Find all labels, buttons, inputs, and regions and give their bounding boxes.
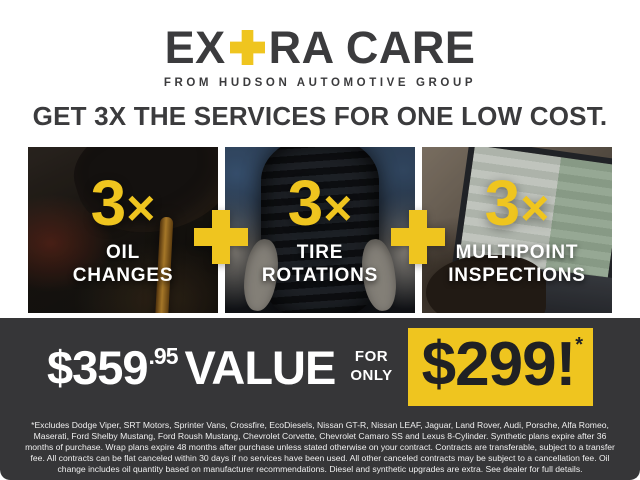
sale-price-badge: $299! * xyxy=(407,328,594,406)
tire-shape xyxy=(261,147,379,313)
plus-separator-icon xyxy=(194,210,248,264)
service-label: TIRE ROTATIONS xyxy=(261,242,379,286)
tire-rotations-panel: 3× TIRE ROTATIONS xyxy=(225,147,415,313)
oil-changes-panel: 3× OIL CHANGES xyxy=(28,147,218,313)
logo-text-suffix: RA CARE xyxy=(268,22,476,73)
plus-separator-icon xyxy=(391,210,445,264)
panel-content: 3× OIL CHANGES xyxy=(28,147,218,313)
footnote-asterisk: * xyxy=(575,334,584,356)
multiplier-text: 3× xyxy=(287,166,353,239)
plus-icon xyxy=(229,30,265,65)
disclaimer-text: *Excludes Dodge Viper, SRT Motors, Sprin… xyxy=(25,420,615,474)
service-panels: 3× OIL CHANGES 3× TIRE ROTATIONS xyxy=(28,147,612,313)
extra-care-logo: EX RA CARE xyxy=(0,25,640,70)
multiplier-text: 3× xyxy=(484,166,550,239)
panel-content: 3× TIRE ROTATIONS xyxy=(225,147,415,313)
offer-footer: $359.95 VALUE FOR ONLY $299! * *Excludes D… xyxy=(0,318,640,480)
service-label: MULTIPOINT INSPECTIONS xyxy=(448,242,586,286)
multipoint-inspections-panel: 3× MULTIPOINT INSPECTIONS xyxy=(422,147,612,313)
headline: GET 3X THE SERVICES FOR ONE LOW COST. xyxy=(32,101,608,131)
value-price-cents: .95 xyxy=(148,342,179,369)
hand-shape xyxy=(426,255,546,313)
panel-content: 3× MULTIPOINT INSPECTIONS xyxy=(422,147,612,313)
brand-tagline: FROM HUDSON AUTOMOTIVE GROUP xyxy=(163,77,477,89)
photo-overlay xyxy=(422,147,612,313)
photo-overlay xyxy=(225,147,415,313)
value-price: $359.95 VALUE xyxy=(46,340,336,394)
multiplier-text: 3× xyxy=(90,166,156,239)
price-row: $359.95 VALUE FOR ONLY $299! * xyxy=(0,327,640,407)
for-only-text: FOR ONLY xyxy=(350,348,393,384)
header: EX RA CARE FROM HUDSON AUTOMOTIVE GROUP … xyxy=(0,0,640,132)
logo-text-prefix: EX xyxy=(164,22,226,73)
service-label: OIL CHANGES xyxy=(72,242,174,286)
photo-overlay xyxy=(28,147,218,313)
